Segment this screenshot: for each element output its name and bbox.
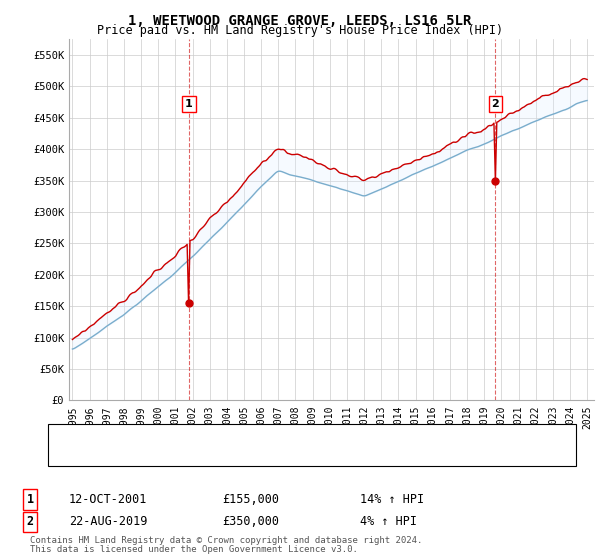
Text: 14% ↑ HPI: 14% ↑ HPI bbox=[360, 493, 424, 506]
Text: 1: 1 bbox=[26, 493, 34, 506]
Text: 12-OCT-2001: 12-OCT-2001 bbox=[69, 493, 148, 506]
Text: 1, WEETWOOD GRANGE GROVE, LEEDS, LS16 5LR: 1, WEETWOOD GRANGE GROVE, LEEDS, LS16 5L… bbox=[128, 14, 472, 28]
Text: 2: 2 bbox=[491, 99, 499, 109]
Text: 2: 2 bbox=[26, 515, 34, 529]
Text: 1, WEETWOOD GRANGE GROVE, LEEDS, LS16 5LR (detached house): 1, WEETWOOD GRANGE GROVE, LEEDS, LS16 5L… bbox=[93, 433, 455, 444]
Text: Contains HM Land Registry data © Crown copyright and database right 2024.: Contains HM Land Registry data © Crown c… bbox=[30, 536, 422, 545]
Text: £350,000: £350,000 bbox=[222, 515, 279, 529]
Text: HPI: Average price, detached house, Leeds: HPI: Average price, detached house, Leed… bbox=[93, 447, 349, 457]
Text: £155,000: £155,000 bbox=[222, 493, 279, 506]
Text: This data is licensed under the Open Government Licence v3.0.: This data is licensed under the Open Gov… bbox=[30, 545, 358, 554]
Text: Price paid vs. HM Land Registry's House Price Index (HPI): Price paid vs. HM Land Registry's House … bbox=[97, 24, 503, 37]
Text: 1: 1 bbox=[185, 99, 193, 109]
Text: 4% ↑ HPI: 4% ↑ HPI bbox=[360, 515, 417, 529]
Text: 22-AUG-2019: 22-AUG-2019 bbox=[69, 515, 148, 529]
